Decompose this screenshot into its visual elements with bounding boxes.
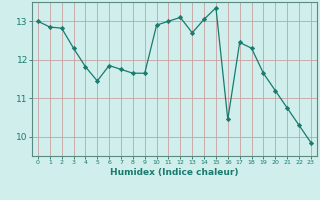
X-axis label: Humidex (Indice chaleur): Humidex (Indice chaleur) bbox=[110, 168, 239, 177]
